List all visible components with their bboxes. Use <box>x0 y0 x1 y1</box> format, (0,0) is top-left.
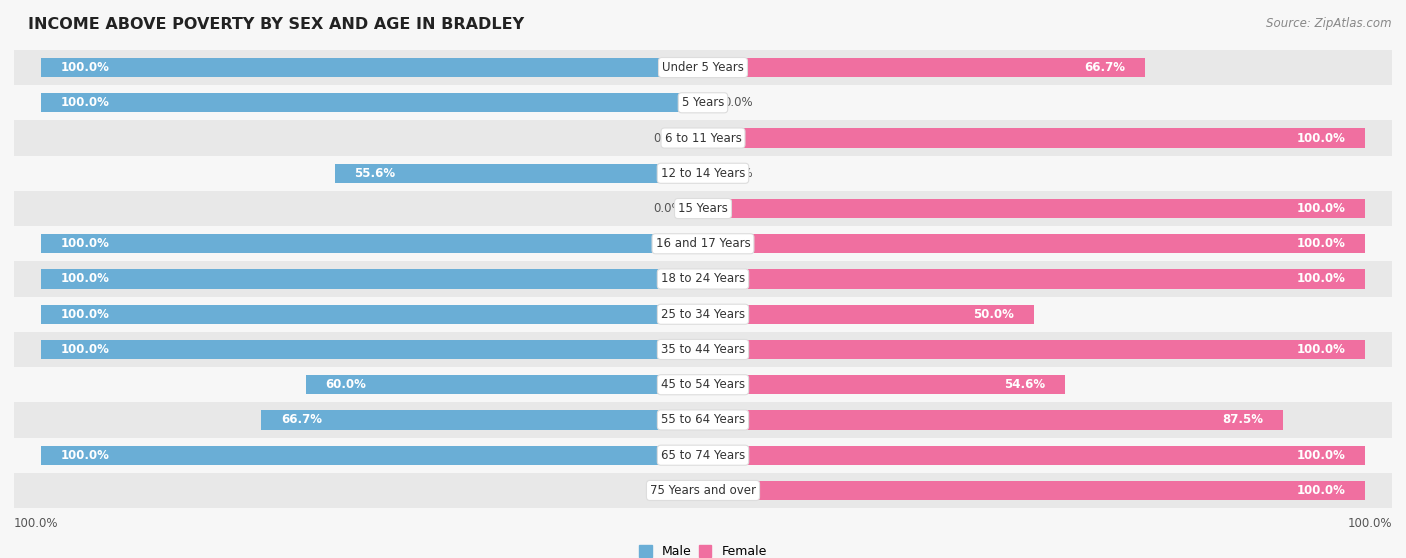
Text: 50.0%: 50.0% <box>973 308 1014 321</box>
Text: 87.5%: 87.5% <box>1222 413 1263 426</box>
Bar <box>688 481 703 500</box>
Text: 100.0%: 100.0% <box>1347 517 1392 530</box>
Bar <box>703 375 1064 395</box>
Text: INCOME ABOVE POVERTY BY SEX AND AGE IN BRADLEY: INCOME ABOVE POVERTY BY SEX AND AGE IN B… <box>28 17 524 32</box>
Bar <box>0 156 1406 191</box>
Text: 6 to 11 Years: 6 to 11 Years <box>665 132 741 145</box>
Text: 25 to 34 Years: 25 to 34 Years <box>661 308 745 321</box>
Text: 55.6%: 55.6% <box>354 167 395 180</box>
Text: Source: ZipAtlas.com: Source: ZipAtlas.com <box>1267 17 1392 30</box>
Bar <box>41 270 703 288</box>
Bar <box>703 481 1365 500</box>
Bar <box>41 305 703 324</box>
Bar <box>0 121 1406 156</box>
Bar <box>703 58 1144 77</box>
Bar <box>0 473 1406 508</box>
Text: 0.0%: 0.0% <box>654 202 683 215</box>
Bar <box>41 93 703 113</box>
Text: 100.0%: 100.0% <box>60 97 110 109</box>
Text: 16 and 17 Years: 16 and 17 Years <box>655 237 751 250</box>
Text: 2.3%: 2.3% <box>645 484 675 497</box>
Bar <box>0 50 1406 85</box>
Text: 12 to 14 Years: 12 to 14 Years <box>661 167 745 180</box>
Text: 18 to 24 Years: 18 to 24 Years <box>661 272 745 286</box>
Bar <box>0 297 1406 332</box>
Text: 0.0%: 0.0% <box>723 167 752 180</box>
Bar <box>0 367 1406 402</box>
Legend: Male, Female: Male, Female <box>634 540 772 558</box>
Text: 100.0%: 100.0% <box>60 449 110 461</box>
Text: 100.0%: 100.0% <box>1296 484 1346 497</box>
Bar <box>0 226 1406 261</box>
Text: 100.0%: 100.0% <box>1296 343 1346 356</box>
Bar <box>0 85 1406 121</box>
Bar <box>703 270 1365 288</box>
Bar <box>0 261 1406 297</box>
Text: 0.0%: 0.0% <box>654 132 683 145</box>
Text: 66.7%: 66.7% <box>281 413 322 426</box>
Text: 35 to 44 Years: 35 to 44 Years <box>661 343 745 356</box>
Bar <box>262 410 703 430</box>
Text: 0.0%: 0.0% <box>723 97 752 109</box>
Bar <box>703 445 1365 465</box>
Bar <box>703 305 1035 324</box>
Text: 45 to 54 Years: 45 to 54 Years <box>661 378 745 391</box>
Text: 100.0%: 100.0% <box>60 343 110 356</box>
Bar <box>305 375 703 395</box>
Text: 100.0%: 100.0% <box>60 308 110 321</box>
Text: 100.0%: 100.0% <box>60 237 110 250</box>
Bar <box>335 163 703 183</box>
Bar <box>703 128 1365 148</box>
Bar <box>0 332 1406 367</box>
Text: 66.7%: 66.7% <box>1084 61 1125 74</box>
Bar <box>0 437 1406 473</box>
Bar <box>41 58 703 77</box>
Text: 100.0%: 100.0% <box>1296 272 1346 286</box>
Text: 15 Years: 15 Years <box>678 202 728 215</box>
Text: 100.0%: 100.0% <box>1296 132 1346 145</box>
Text: 100.0%: 100.0% <box>60 272 110 286</box>
Text: 100.0%: 100.0% <box>1296 237 1346 250</box>
Text: Under 5 Years: Under 5 Years <box>662 61 744 74</box>
Text: 100.0%: 100.0% <box>60 61 110 74</box>
Text: 100.0%: 100.0% <box>1296 202 1346 215</box>
Bar <box>703 410 1282 430</box>
Text: 55 to 64 Years: 55 to 64 Years <box>661 413 745 426</box>
Bar <box>0 402 1406 437</box>
Bar <box>41 234 703 253</box>
Bar <box>0 191 1406 226</box>
Text: 5 Years: 5 Years <box>682 97 724 109</box>
Bar <box>703 340 1365 359</box>
Text: 100.0%: 100.0% <box>1296 449 1346 461</box>
Text: 54.6%: 54.6% <box>1004 378 1045 391</box>
Bar <box>703 234 1365 253</box>
Text: 60.0%: 60.0% <box>325 378 367 391</box>
Text: 100.0%: 100.0% <box>14 517 59 530</box>
Bar <box>41 340 703 359</box>
Text: 65 to 74 Years: 65 to 74 Years <box>661 449 745 461</box>
Bar <box>703 199 1365 218</box>
Text: 75 Years and over: 75 Years and over <box>650 484 756 497</box>
Bar <box>41 445 703 465</box>
